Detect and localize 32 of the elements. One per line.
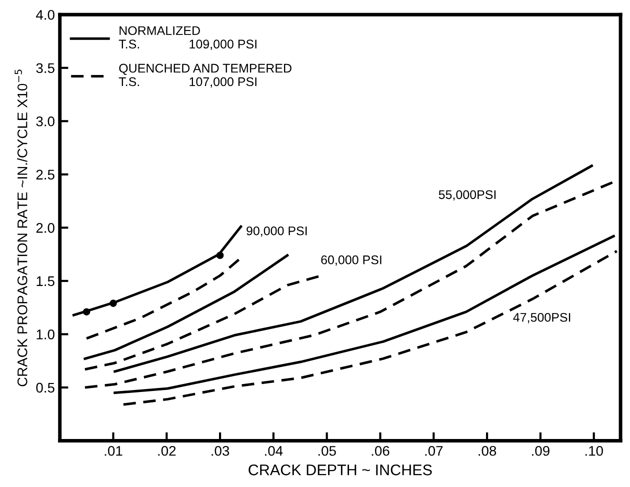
y-tick-label: 0.5 [36, 382, 54, 393]
annotation: 47,500PSI [513, 312, 570, 324]
point [110, 300, 117, 307]
line-series [84, 254, 289, 360]
y-tick-label: 3.0 [36, 116, 54, 126]
x-tick-label: .08 [478, 446, 496, 456]
annotation: 90,000 PSI [246, 226, 307, 237]
point [82, 308, 90, 316]
line-series [72, 225, 242, 316]
x-tick-label: .02 [158, 446, 176, 456]
x-tick-label: .10 [585, 446, 603, 456]
x-tick-label: .04 [265, 446, 283, 456]
x-tick-label: .06 [372, 446, 390, 456]
x-axis-title: CRACK DEPTH ~ INCHES [248, 464, 432, 476]
x-tick-label: .05 [318, 446, 336, 456]
annotation: 55,000PSI [438, 190, 496, 201]
legend-label: QUENCHED AND TEMPERED T.S. 107,000 PSI [118, 64, 292, 88]
y-axis-title: CRACK PROPAGATION RATE ~IN./CYCLE X10$^{−5}$ [14, 70, 28, 386]
x-tick-label: .03 [212, 446, 230, 456]
line-series [114, 164, 593, 373]
y-tick-label: 2.5 [36, 170, 54, 180]
y-tick-label: 2.0 [36, 223, 54, 233]
y-tick-label: 4.0 [36, 10, 54, 20]
annotation: 60,000 PSI [321, 255, 382, 266]
legend-label: NORMALIZED T.S. 109,000 PSI [118, 26, 256, 50]
y-tick-label: 1.0 [36, 330, 54, 340]
y-tick-label: 1.5 [36, 276, 54, 286]
y-tick-label: 3.5 [36, 63, 54, 74]
x-tick-label: .09 [532, 446, 550, 456]
x-tick-label: .01 [104, 446, 122, 456]
point [216, 252, 224, 260]
x-tick-label: .07 [425, 446, 443, 456]
